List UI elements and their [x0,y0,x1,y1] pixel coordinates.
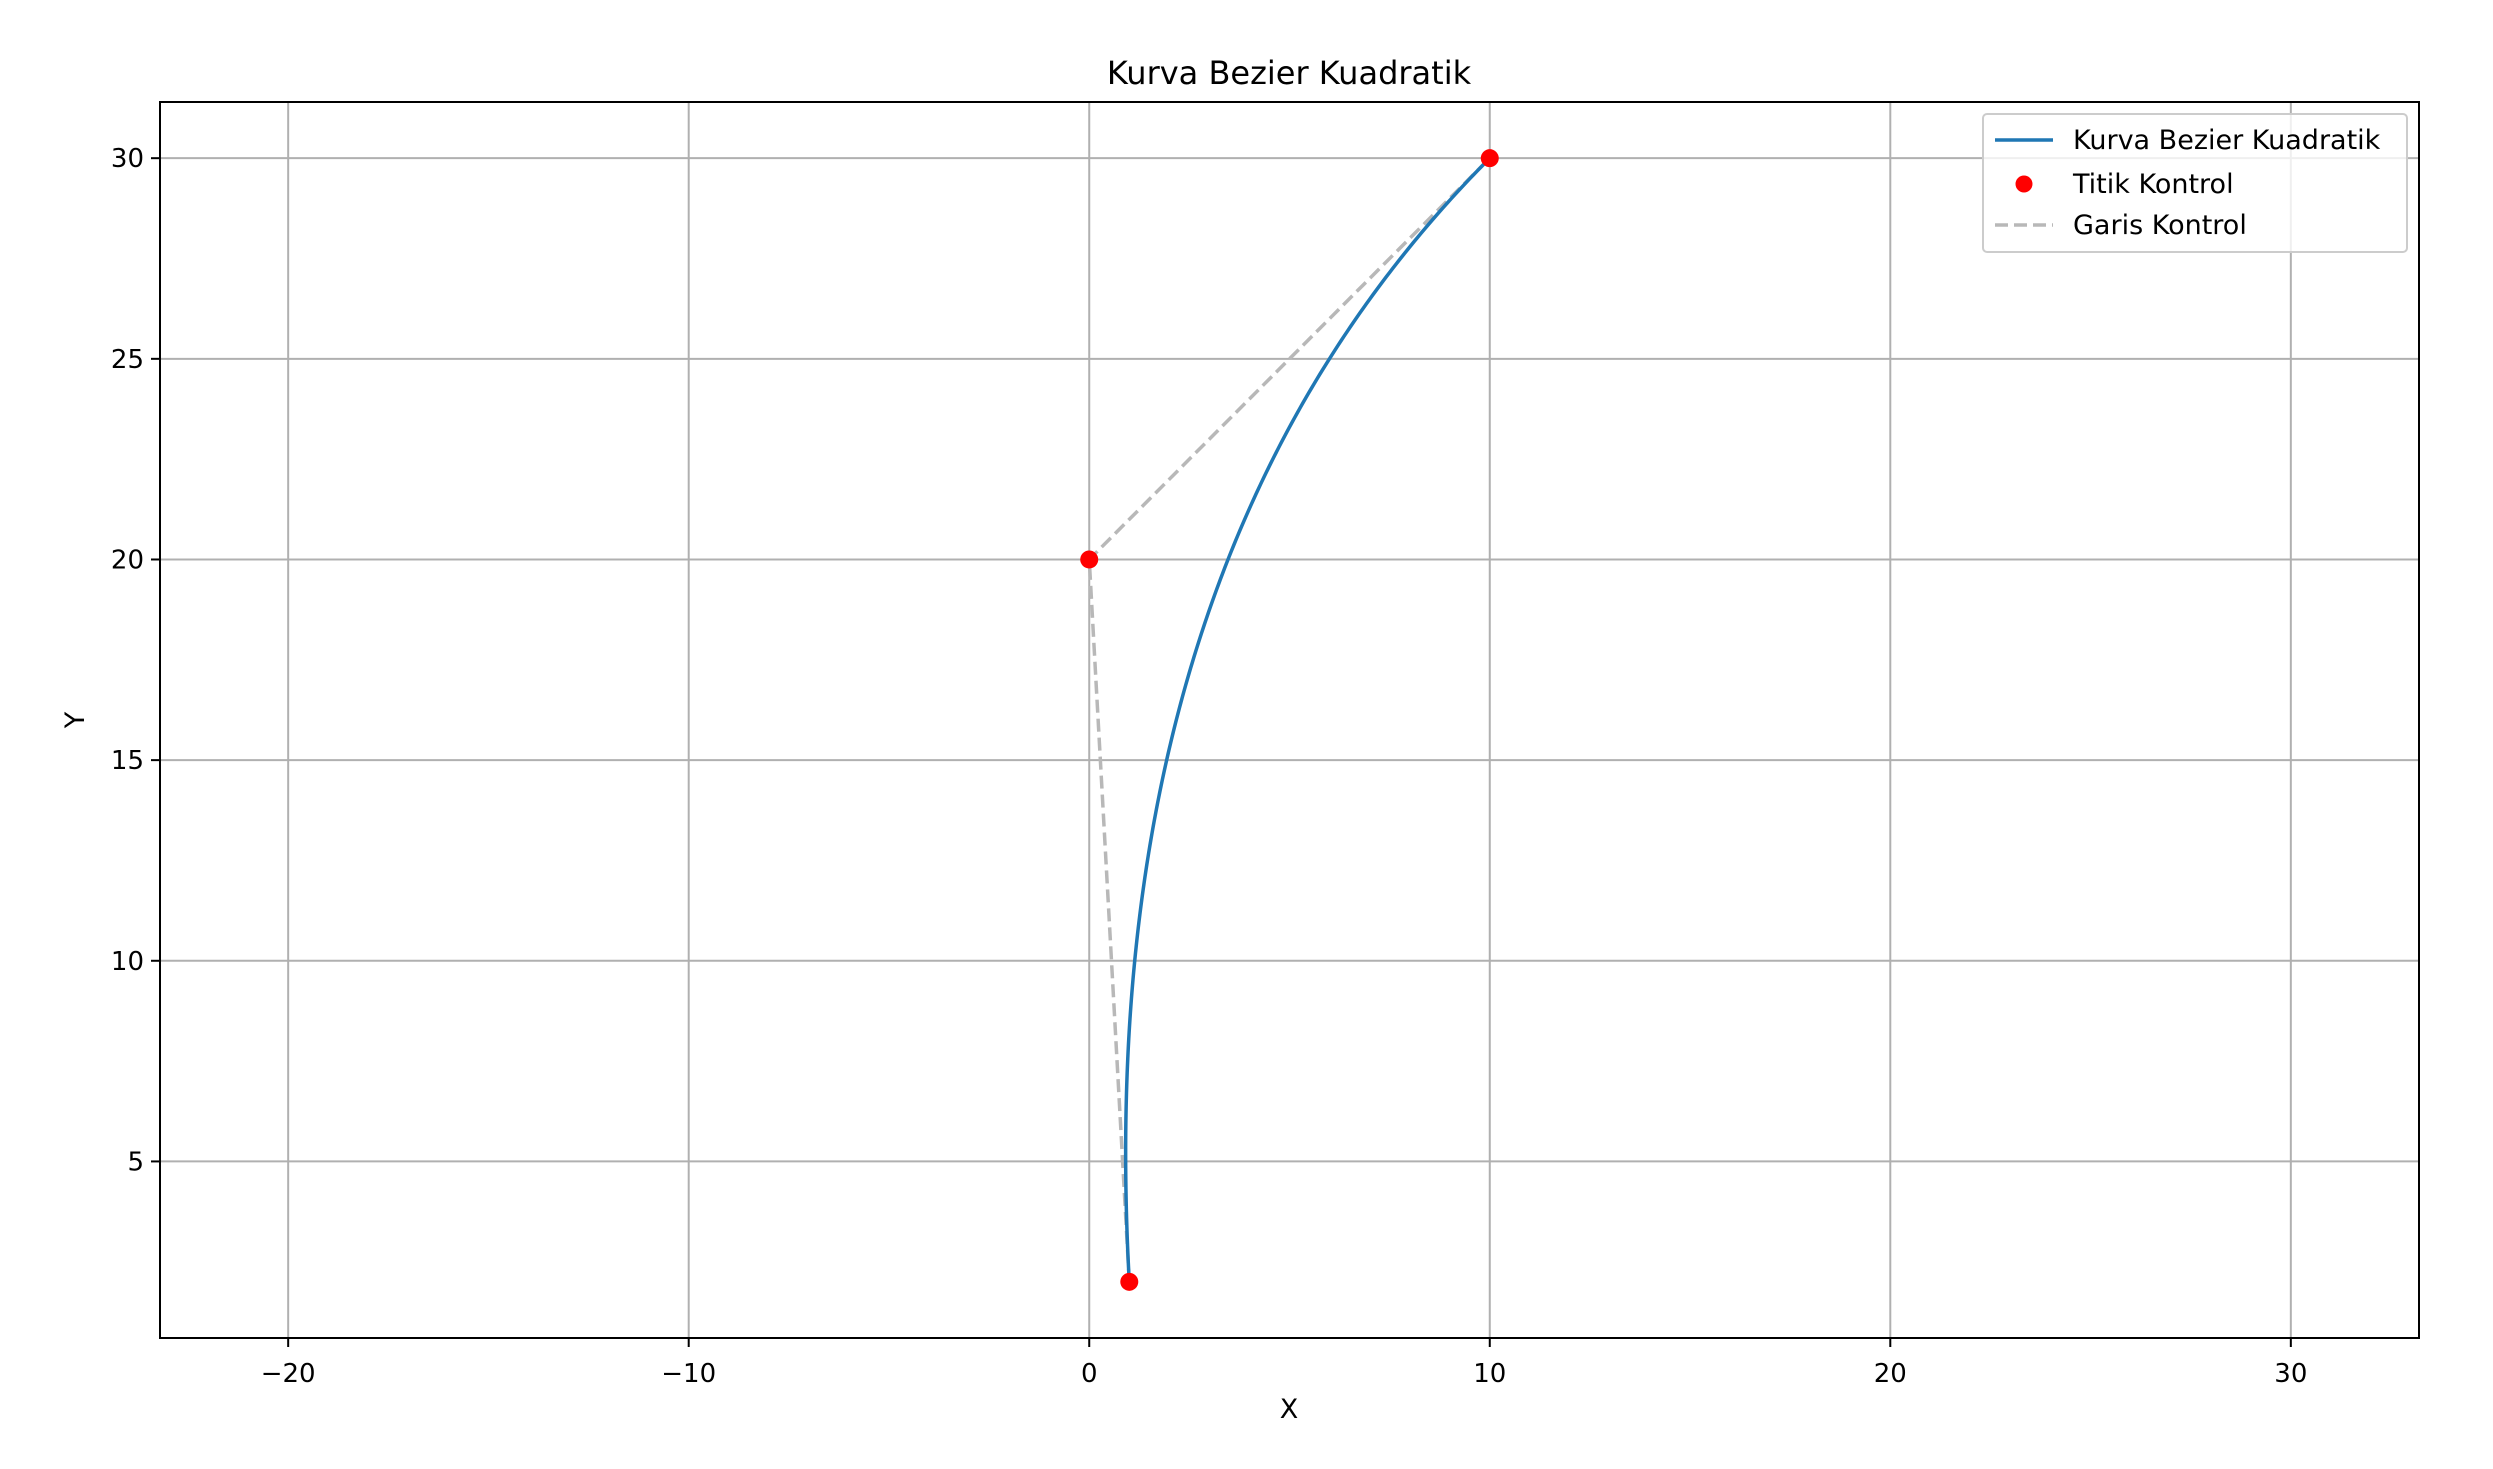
y-tick-label: 5 [127,1147,144,1177]
y-tick-label: 20 [111,545,144,575]
legend-label-points: Titik Kontrol [2072,169,2234,200]
y-tick-label: 30 [111,144,144,174]
grid-layer [160,102,2419,1338]
legend-label-control-line: Garis Kontrol [2073,210,2247,241]
legend-box [1982,113,2408,253]
x-tick-label: 0 [1081,1359,1098,1389]
control-point-marker [1120,1272,1139,1291]
chart-title: Kurva Bezier Kuadratik [1107,54,1472,92]
x-tick-label: 20 [1874,1359,1907,1389]
legend-label-curve: Kurva Bezier Kuadratik [2073,125,2381,156]
y-tick-label: 10 [111,947,144,977]
x-tick-label: −10 [661,1359,716,1389]
tick-layer: −20 −10 0 10 20 30 5 10 15 20 25 30 [111,144,2307,1389]
plot-frame [159,101,2420,1339]
legend-marker-swatch [2015,175,2033,193]
x-tick-label: 30 [2274,1359,2307,1389]
bezier-curve-line [1123,156,1492,1282]
legend: Kurva Bezier Kuadratik Titik Kontrol Gar… [1982,113,2408,253]
data-layer [1080,149,1499,1291]
y-tick-label: 25 [111,345,144,375]
y-axis-title: Y [60,711,91,729]
x-tick-label: 10 [1473,1359,1506,1389]
control-point-marker [1480,149,1499,168]
y-tick-label: 15 [111,746,144,776]
x-tick-label: −20 [261,1359,316,1389]
x-axis-title: X [1280,1394,1299,1425]
control-point-marker [1080,550,1099,569]
